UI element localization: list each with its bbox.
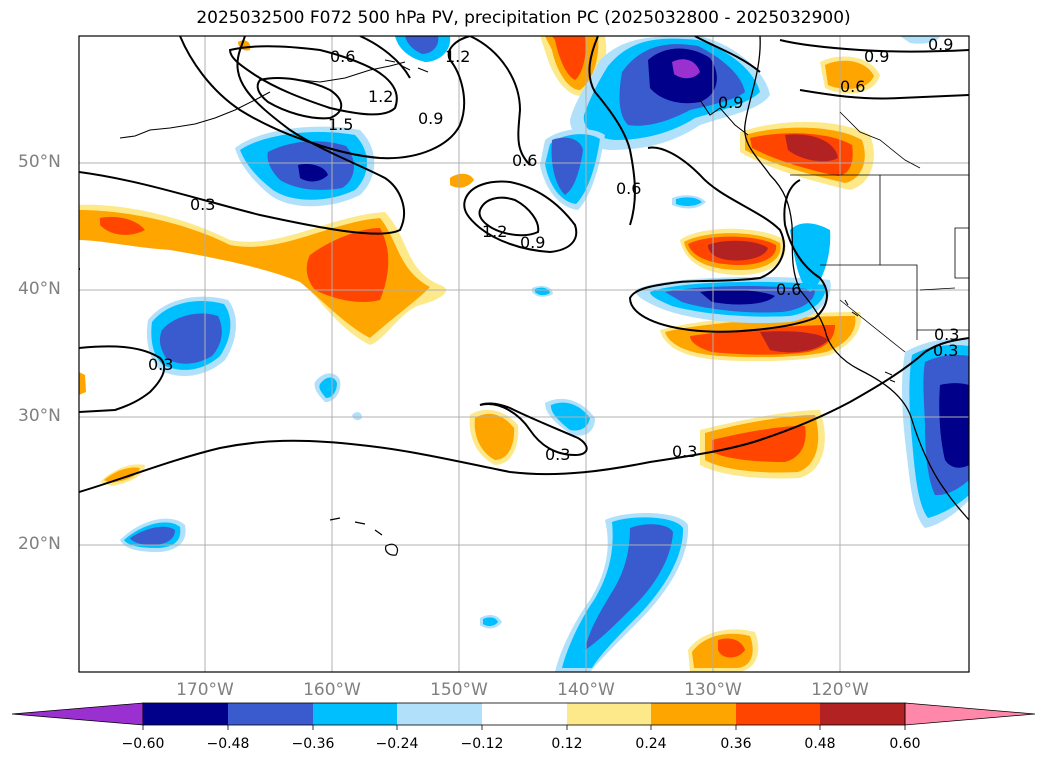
colorbar-tick: −0.12: [460, 736, 504, 752]
contour-label: 0.9: [718, 93, 743, 112]
contour-label: 0.6: [776, 280, 801, 299]
contour-label: 0.3: [934, 325, 959, 344]
contour-label: 1.2: [482, 222, 507, 241]
contour-label: 0.9: [520, 233, 545, 252]
lon-label-150w: 150°W: [430, 680, 488, 700]
contour-label: 0.3: [190, 195, 215, 214]
contour-label: 0.3: [148, 355, 173, 374]
colorbar-tick: 0.24: [635, 736, 667, 752]
contour-label: 1.5: [328, 115, 353, 134]
colorbar-tick: 0.12: [551, 736, 583, 752]
contour-label: 0.6: [512, 151, 537, 170]
colorbar-tick: −0.36: [291, 736, 335, 752]
pv-contours: [79, 36, 969, 493]
colorbar-tick: 0.60: [889, 736, 921, 752]
contour-label: 0.3: [545, 445, 570, 464]
colorbar-extend-high: [904, 702, 1036, 726]
contour-label: 0.6: [330, 47, 355, 66]
contour-label: 0.6: [616, 179, 641, 198]
colorbar-bin: [143, 703, 228, 725]
colorbar-bin: [228, 703, 313, 725]
lon-label-130w: 130°W: [684, 680, 742, 700]
colorbar-tick: 0.36: [720, 736, 752, 752]
lat-label-40n: 40°N: [18, 279, 61, 299]
colorbar-bin: [820, 703, 905, 725]
colorbar-tick: −0.60: [121, 736, 165, 752]
colorbar-bin: [567, 703, 651, 725]
colorbar-bin: [482, 703, 567, 725]
contour-labels: 0.9 0.6 1.2 1.2 1.5 0.9 0.6 0.6 0.3 1.2 …: [148, 35, 959, 464]
coastlines: [119, 36, 969, 556]
map-title: 2025032500 F072 500 hPa PV, precipitatio…: [196, 8, 851, 28]
lat-label-20n: 20°N: [18, 534, 61, 554]
colorbar-extend-low: [11, 702, 144, 726]
lon-label-170w: 170°W: [176, 680, 234, 700]
lat-label-30n: 30°N: [18, 406, 61, 426]
political-borders: [790, 111, 969, 353]
contour-label: 0.9: [864, 47, 889, 66]
contour-label: 0.3: [933, 341, 958, 360]
lon-label-120w: 120°W: [811, 680, 869, 700]
contour-label: 0.6: [840, 77, 865, 96]
lat-label-50n: 50°N: [18, 152, 61, 172]
contour-label: 0.9: [928, 35, 953, 54]
precipitation-anomaly-fills: [79, 36, 969, 672]
contour-label: 0.9: [418, 109, 443, 128]
colorbar-tick: 0.48: [804, 736, 836, 752]
lon-label-140w: 140°W: [557, 680, 615, 700]
contour-label: 1.2: [445, 47, 470, 66]
lon-label-160w: 160°W: [303, 680, 361, 700]
colorbar-bin: [313, 703, 397, 725]
map-frame: [78, 35, 970, 673]
contour-label: 0.3: [672, 442, 697, 461]
colorbar-bin: [651, 703, 736, 725]
colorbar-tick: −0.24: [375, 736, 419, 752]
colorbar-tick: −0.48: [206, 736, 250, 752]
colorbar: [11, 702, 1036, 730]
contour-label: 1.2: [368, 87, 393, 106]
colorbar-bin: [736, 703, 820, 725]
colorbar-bin: [397, 703, 482, 725]
